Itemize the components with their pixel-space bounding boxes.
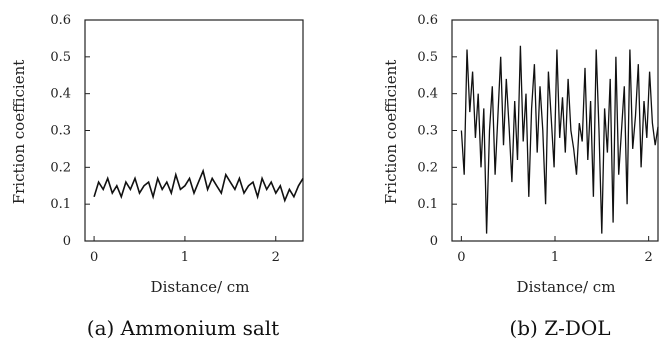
chart-b-x-tick-label: 1 (551, 250, 559, 265)
chart-a-y-tick-label: 0.1 (50, 197, 71, 212)
chart-a-y-ticks: 0 0.1 0.2 0.3 0.4 0.5 0.6 (50, 13, 90, 249)
chart-b-y-tick-label: 0.1 (417, 197, 438, 212)
chart-a-y-tick-label: 0.2 (50, 160, 71, 175)
chart-a-x-ticks: 0 1 2 (90, 236, 280, 265)
chart-b-x-ticks: 0 1 2 (457, 236, 653, 265)
chart-b-y-tick-label: 0 (430, 234, 438, 249)
chart-b-y-tick-label: 0.6 (417, 13, 438, 28)
chart-b: 0 0.1 0.2 0.3 0.4 0.5 0.6 0 1 2 Friction coeffic… (382, 13, 659, 340)
chart-b-x-tick-label: 2 (644, 250, 652, 265)
chart-a-x-tick-label: 2 (272, 250, 280, 265)
chart-b-y-tick-label: 0.5 (417, 50, 438, 65)
chart-b-series-line (460, 45, 659, 234)
chart-b-caption: (b) Z-DOL (509, 316, 610, 340)
chart-a-plot-frame (84, 19, 304, 242)
chart-b-y-tick-label: 0.4 (417, 87, 438, 102)
chart-b-xlabel: Distance/ cm (517, 278, 616, 296)
chart-a-y-tick-label: 0.4 (50, 87, 71, 102)
chart-b-y-tick-label: 0.3 (417, 124, 438, 139)
chart-a-x-tick-label: 1 (181, 250, 189, 265)
chart-a-y-tick-label: 0.3 (50, 124, 71, 139)
chart-a-y-tick-label: 0.5 (50, 50, 71, 65)
chart-b-y-ticks: 0 0.1 0.2 0.3 0.4 0.5 0.6 (417, 13, 457, 249)
chart-b-y-tick-label: 0.2 (417, 160, 438, 175)
chart-a-ylabel: Friction coefficient (10, 60, 28, 205)
chart-a-caption: (a) Ammonium salt (87, 316, 279, 340)
chart-a-series-line (93, 168, 304, 203)
chart-a-x-tick-label: 0 (90, 250, 98, 265)
chart-b-x-tick-label: 0 (457, 250, 465, 265)
chart-a-y-tick-label: 0.6 (50, 13, 71, 28)
chart-a-xlabel: Distance/ cm (151, 278, 250, 296)
chart-a: 0 0.1 0.2 0.3 0.4 0.5 0.6 0 1 2 Friction coeffic… (10, 13, 304, 340)
chart-a-y-tick-label: 0 (63, 234, 71, 249)
chart-b-ylabel: Friction coefficient (382, 60, 400, 205)
